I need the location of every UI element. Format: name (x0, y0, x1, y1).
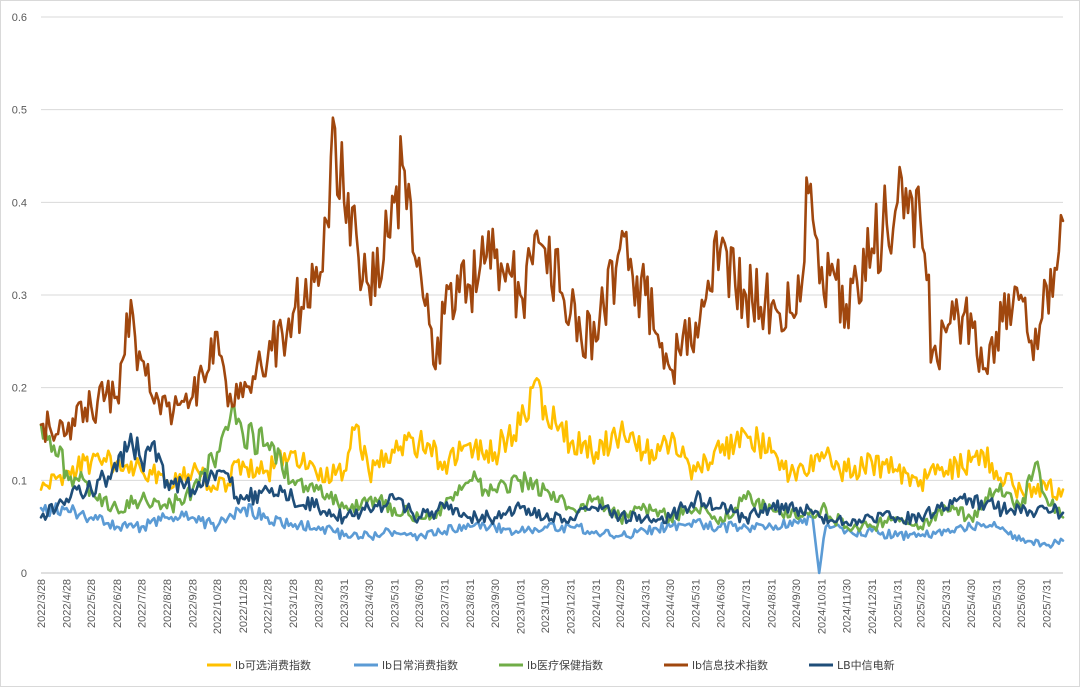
x-tick-label: 2025/2/28 (916, 579, 928, 628)
x-tick-label: 2025/5/31 (991, 579, 1003, 628)
x-tick-label: 2023/6/30 (414, 579, 426, 628)
y-tick-label: 0.4 (12, 197, 27, 209)
y-tick-label: 0.1 (12, 475, 27, 487)
gridlines (41, 16, 1063, 574)
x-tick-label: 2025/4/30 (966, 579, 978, 628)
x-tick-label: 2022/7/28 (136, 579, 148, 628)
x-tick-label: 2024/10/31 (817, 579, 829, 634)
x-tick-label: 2023/3/31 (339, 579, 351, 628)
x-tick-label: 2023/7/31 (440, 579, 452, 628)
x-tick-label: 2022/5/28 (86, 579, 98, 628)
x-tick-label: 2022/11/28 (238, 579, 250, 633)
x-tick-label: 2022/6/28 (112, 579, 124, 628)
x-tick-label: 2025/1/31 (892, 579, 904, 628)
legend-label: lb日常消费指数 (382, 658, 458, 672)
series-line (39, 377, 1065, 501)
series-line (39, 502, 1065, 575)
x-tick-label: 2024/2/29 (615, 579, 627, 628)
x-tick-label: 2023/10/31 (515, 579, 527, 634)
legend-label: lb信息技术指数 (692, 658, 768, 672)
legend-label: LB中信电新 (837, 658, 895, 672)
legend: lb可选消费指数 lb日常消费指数 lb医疗保健指数 lb信息技术指数 LB中信电新 (207, 658, 895, 672)
x-tick-label: 2023/1/28 (288, 579, 300, 628)
x-tick-label: 2022/9/28 (188, 579, 200, 628)
x-tick-label: 2024/3/31 (640, 579, 652, 628)
x-tick-label: 2024/8/31 (766, 579, 778, 628)
x-tick-label: 2024/4/30 (665, 579, 677, 628)
x-tick-label: 2022/4/28 (62, 579, 74, 628)
x-tick-label: 2024/5/31 (691, 579, 703, 628)
x-tick-label: 2023/11/30 (540, 579, 552, 633)
x-tick-label: 2023/8/31 (465, 579, 477, 628)
x-tick-label: 2025/3/31 (941, 579, 953, 628)
x-tick-label: 2024/7/31 (741, 579, 753, 628)
x-tick-label: 2024/12/31 (867, 579, 879, 634)
series-lines (39, 116, 1065, 575)
x-tick-label: 2023/9/30 (490, 579, 502, 628)
series-line (39, 116, 1065, 443)
x-tick-label: 2024/11/30 (841, 579, 853, 633)
y-axis-ticks: 0 0.1 0.2 0.3 0.4 0.5 0.6 (12, 12, 27, 580)
legend-label: lb医疗保健指数 (527, 658, 603, 672)
x-tick-label: 2022/12/28 (262, 579, 274, 634)
y-tick-label: 0.5 (12, 105, 27, 117)
x-tick-label: 2022/10/28 (212, 579, 224, 634)
x-tick-label: 2023/12/31 (566, 579, 578, 634)
x-tick-label: 2023/5/31 (389, 579, 401, 628)
y-tick-label: 0.6 (12, 12, 27, 24)
x-tick-label: 2022/3/28 (36, 579, 48, 628)
x-tick-label: 2023/2/28 (314, 579, 326, 628)
x-axis-ticks: 2022/3/28 2022/4/28 2022/5/28 2022/6/28 2022… (36, 579, 1054, 634)
y-tick-label: 0.2 (12, 383, 27, 395)
x-tick-label: 2022/8/28 (162, 579, 174, 628)
legend-label: lb可选消费指数 (235, 658, 311, 672)
x-tick-label: 2024/6/30 (715, 579, 727, 628)
x-tick-label: 2025/6/30 (1016, 579, 1028, 628)
x-tick-label: 2025/7/31 (1042, 579, 1054, 628)
x-tick-label: 2024/1/31 (591, 579, 603, 628)
y-tick-label: 0 (21, 568, 27, 580)
x-tick-label: 2023/4/30 (364, 579, 376, 628)
x-tick-label: 2024/9/30 (791, 579, 803, 628)
series-line (39, 432, 1065, 527)
y-tick-label: 0.3 (12, 290, 27, 302)
